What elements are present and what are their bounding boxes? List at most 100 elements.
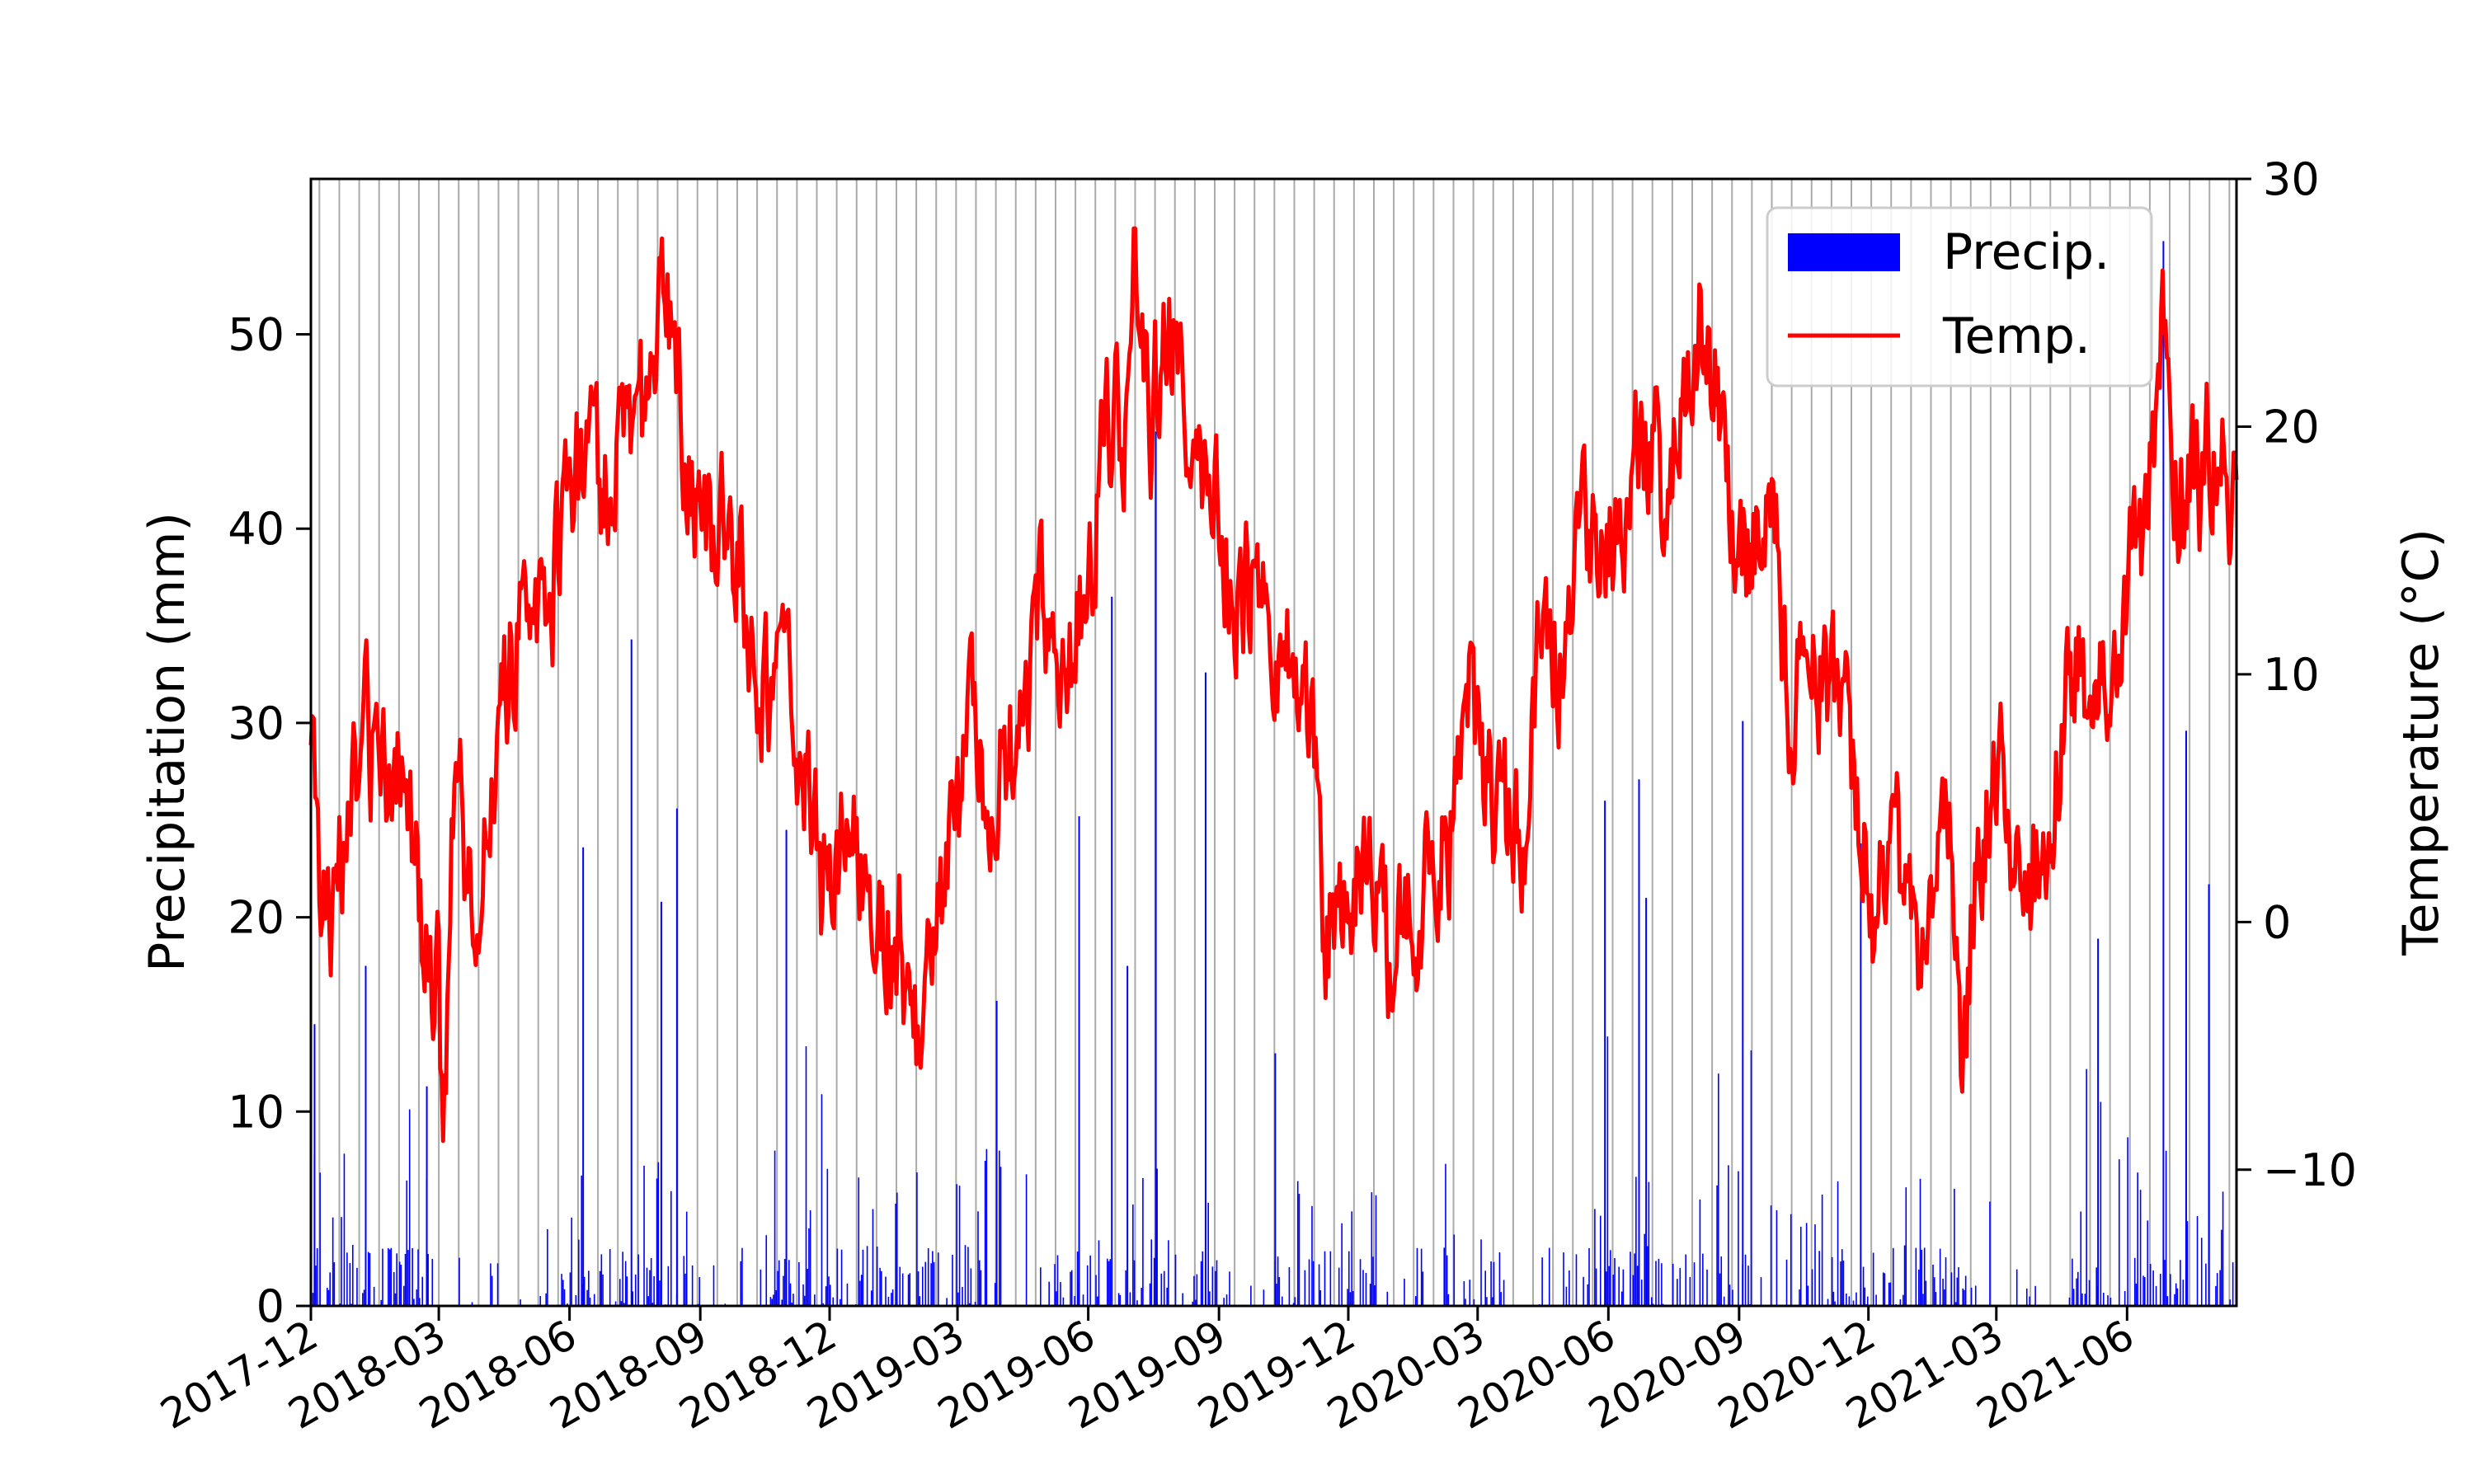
precip-bar <box>985 1148 988 1306</box>
precip-bar <box>1086 1265 1089 1306</box>
precip-bar <box>1318 1264 1320 1306</box>
precip-bar <box>1319 1290 1322 1306</box>
precip-bar <box>1638 779 1640 1306</box>
precip-bar <box>952 1254 953 1306</box>
precip-bar <box>2068 1297 2071 1306</box>
precip-bar <box>561 1274 562 1306</box>
precip-bar <box>575 1295 577 1306</box>
legend-temp-label: Temp. <box>1942 308 2091 365</box>
x-axis: 2017-122018-032018-062018-092018-122019-… <box>153 1306 2142 1439</box>
precip-bar <box>1469 1280 1471 1306</box>
precip-bar <box>876 1246 878 1306</box>
precip-bar <box>1610 1250 1611 1306</box>
precip-bar <box>2107 1295 2109 1306</box>
precip-bar <box>1720 1256 1723 1306</box>
precip-bar <box>1298 1194 1300 1306</box>
precip-bar <box>1463 1280 1465 1306</box>
precip-bar <box>793 1294 794 1306</box>
precip-bar <box>1324 1251 1326 1306</box>
precip-bar <box>2143 1277 2146 1306</box>
precip-bar <box>547 1228 548 1306</box>
precip-bar <box>1223 1298 1225 1306</box>
precip-bar <box>1025 1174 1028 1306</box>
precip-bar <box>1922 1294 1924 1306</box>
precip-bar <box>563 1289 566 1306</box>
precip-bar <box>970 1268 972 1306</box>
precip-bar <box>2186 1221 2189 1306</box>
precip-bar <box>1862 1266 1865 1306</box>
precip-bar <box>1821 1194 1823 1306</box>
temperature-line <box>308 226 2239 1144</box>
y-left-tick-label: 0 <box>256 1280 285 1332</box>
precip-bar <box>622 1252 623 1306</box>
precip-bar <box>1486 1297 1488 1306</box>
precip-bar <box>1672 1263 1674 1306</box>
precip-bar <box>367 1252 369 1306</box>
precip-bar <box>1837 1181 1839 1306</box>
precip-bar <box>828 1276 830 1306</box>
precip-bar <box>2166 1296 2169 1306</box>
precip-bar <box>326 1287 328 1306</box>
precip-bar <box>769 1297 772 1306</box>
precip-bar <box>1274 1053 1277 1306</box>
precip-bar <box>916 1172 918 1306</box>
precip-bar <box>1202 1251 1204 1306</box>
precip-bar <box>685 1211 688 1306</box>
precip-bar <box>901 1273 904 1306</box>
precip-bar <box>1818 1251 1820 1306</box>
precip-bar <box>1964 1289 1965 1306</box>
y-left-label: Precipitation (mm) <box>139 512 196 972</box>
precip-bar <box>1588 1247 1590 1306</box>
precip-bar <box>1606 1036 1609 1306</box>
precip-bar <box>2081 1293 2083 1306</box>
precip-bar <box>333 1262 336 1306</box>
precip-bar <box>1622 1269 1625 1306</box>
y-left-tick-label: 50 <box>228 309 285 361</box>
precip-bar <box>1446 1255 1448 1306</box>
precip-bar <box>1371 1192 1373 1306</box>
precip-bar <box>1373 1285 1376 1306</box>
precip-bar <box>713 1265 715 1306</box>
precip-bar <box>1070 1271 1071 1306</box>
precip-bar <box>1076 1252 1079 1306</box>
precip-bar <box>1945 1257 1947 1306</box>
y-right-label: Temperature (°C) <box>2392 528 2450 956</box>
y-left-tick-label: 40 <box>228 503 285 555</box>
precip-bar <box>980 1270 982 1306</box>
precip-bar <box>1160 1273 1163 1306</box>
precip-bar <box>1465 1298 1466 1306</box>
precip-bar <box>1892 1247 1894 1306</box>
precip-bar <box>490 1263 492 1306</box>
precip-bar <box>1174 1254 1177 1306</box>
precip-bar <box>1814 1224 1816 1306</box>
precip-bar <box>1416 1247 1418 1306</box>
y-right-tick-label: −10 <box>2263 1144 2357 1196</box>
precip-bar <box>957 1292 959 1306</box>
precip-bar <box>1716 1185 1718 1306</box>
precip-bar <box>1278 1277 1281 1306</box>
precip-bar <box>1133 1260 1136 1306</box>
precip-bar <box>2208 884 2210 1306</box>
precip-bar <box>807 1269 809 1306</box>
precip-bar <box>2100 1101 2102 1306</box>
precip-bar <box>1074 1296 1075 1306</box>
y-left-tick-label: 30 <box>228 697 285 749</box>
precip-bar <box>582 847 585 1306</box>
precip-bar <box>1503 1280 1505 1306</box>
precip-bar <box>1054 1264 1056 1306</box>
precip-bar <box>365 965 367 1306</box>
precipitation-bars <box>312 241 2234 1307</box>
precip-bar <box>656 1178 658 1306</box>
precip-bar <box>1312 1261 1315 1306</box>
precip-bar <box>1108 1261 1110 1306</box>
precip-bar <box>315 1266 317 1306</box>
precip-bar <box>2095 1267 2097 1306</box>
precip-bar <box>1905 1187 1907 1306</box>
precip-bar <box>332 1217 334 1306</box>
precip-bar <box>343 1153 346 1306</box>
precip-bar <box>1060 1282 1061 1306</box>
precip-bar <box>1644 1233 1646 1306</box>
precip-bar <box>814 1294 816 1306</box>
precip-bar <box>1192 1301 1194 1306</box>
precip-bar <box>1651 1297 1653 1306</box>
